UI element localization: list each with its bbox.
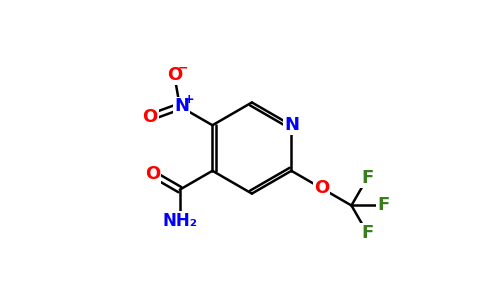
Text: NH₂: NH₂ bbox=[162, 212, 197, 230]
Text: N: N bbox=[284, 116, 299, 134]
Text: +: + bbox=[183, 93, 194, 106]
Text: O: O bbox=[166, 66, 182, 84]
Text: F: F bbox=[377, 196, 389, 214]
Text: O: O bbox=[145, 165, 160, 183]
Text: F: F bbox=[361, 169, 374, 187]
Text: N: N bbox=[174, 98, 189, 116]
Text: O: O bbox=[142, 108, 158, 126]
Text: O: O bbox=[314, 179, 329, 197]
Text: −: − bbox=[178, 62, 188, 75]
Text: F: F bbox=[361, 224, 374, 242]
